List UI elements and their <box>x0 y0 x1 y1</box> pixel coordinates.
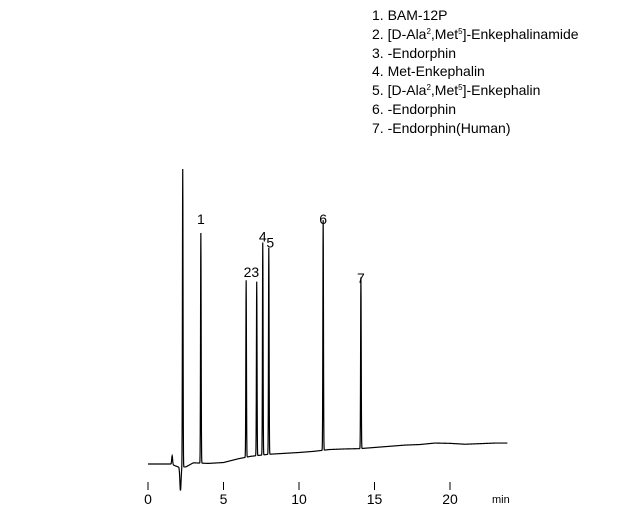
x-tick-label: 15 <box>367 491 383 507</box>
peak-label: 1 <box>197 211 205 227</box>
legend-text: ]-Enkephalin <box>462 82 541 99</box>
legend-item: 5. [D-Ala2,Met5]-Enkephalin <box>372 81 579 100</box>
legend-text: 5. [D-Ala <box>372 82 427 99</box>
legend-superscript: 5 <box>458 26 463 36</box>
x-tick-label: 20 <box>442 491 458 507</box>
legend-superscript: 2 <box>426 83 431 93</box>
legend-text: 2. [D-Ala <box>372 25 427 42</box>
peak-label: 23 <box>244 264 260 280</box>
legend-item: 2. [D-Ala2,Met5]-Enkephalinamide <box>372 25 579 44</box>
legend-item: 3. -Endorphin <box>372 44 579 63</box>
legend-text: ,Met <box>430 82 459 99</box>
legend-text: 4. Met-Enkephalin <box>372 63 485 80</box>
peak-label: 7 <box>357 270 365 286</box>
legend-item: 6. -Endorphin <box>372 100 579 119</box>
x-tick-label: 0 <box>144 491 152 507</box>
chromatogram-trace <box>148 169 508 491</box>
peak-label: 4 <box>259 229 267 245</box>
legend-superscript: 5 <box>458 83 463 93</box>
legend-text: 6. -Endorphin <box>372 100 457 117</box>
x-tick-label: 5 <box>220 491 228 507</box>
legend-text: 3. -Endorphin <box>372 44 457 61</box>
legend-item: 4. Met-Enkephalin <box>372 62 579 81</box>
legend-item: 1. BAM-12P <box>372 6 579 25</box>
legend-text: ,Met <box>430 25 459 42</box>
legend-item: 7. -Endorphin(Human) <box>372 119 579 138</box>
legend-text: ]-Enkephalinamide <box>462 25 579 42</box>
legend-text: 7. -Endorphin(Human) <box>372 119 511 136</box>
x-axis-unit: min <box>492 494 510 506</box>
peak-label: 5 <box>266 235 274 251</box>
legend-text: 1. BAM-12P <box>372 7 448 23</box>
peak-label: 6 <box>319 211 327 227</box>
chart-legend: 1. BAM-12P 2. [D-Ala2,Met5]-Enkephalinami… <box>372 6 579 138</box>
x-tick-label: 10 <box>291 491 307 507</box>
legend-superscript: 2 <box>426 26 431 36</box>
